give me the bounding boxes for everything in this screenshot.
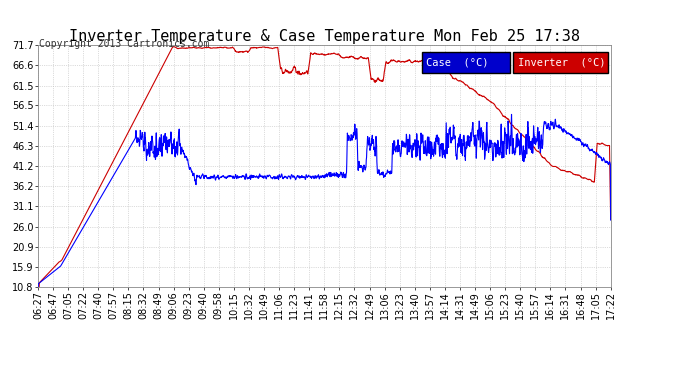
Text: Inverter  (°C): Inverter (°C) [518, 57, 605, 68]
Text: Case  (°C): Case (°C) [426, 57, 489, 68]
Title: Inverter Temperature & Case Temperature Mon Feb 25 17:38: Inverter Temperature & Case Temperature … [69, 29, 580, 44]
FancyBboxPatch shape [422, 52, 511, 73]
Text: Copyright 2013 Cartronics.com: Copyright 2013 Cartronics.com [39, 39, 210, 50]
FancyBboxPatch shape [513, 52, 608, 73]
